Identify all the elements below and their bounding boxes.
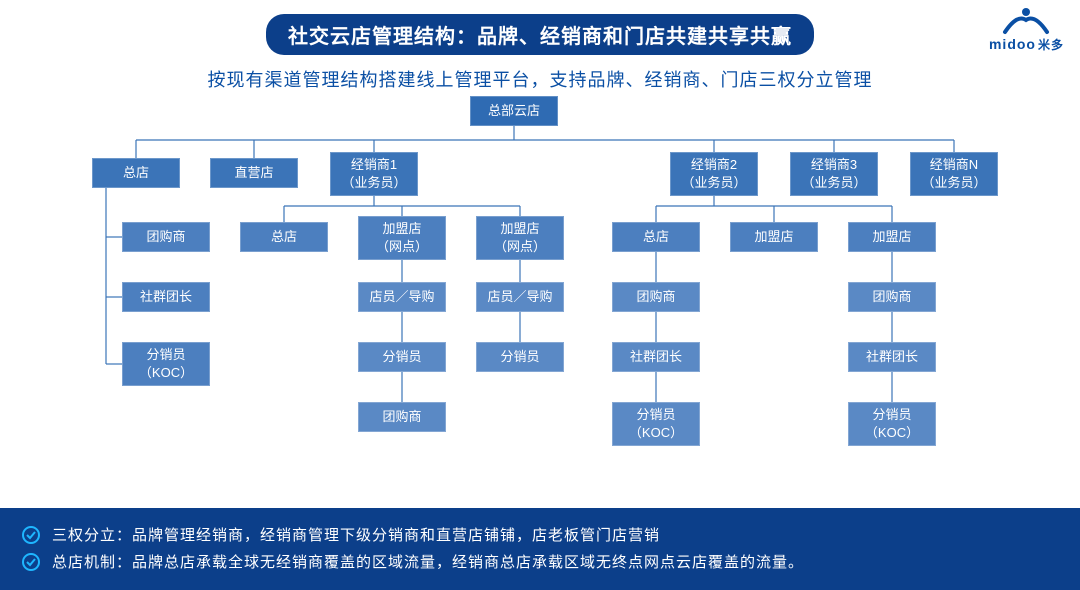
- org-node: 团购商: [358, 402, 446, 432]
- org-node: 经销商2（业务员）: [670, 152, 758, 196]
- org-node: 加盟店（网点）: [476, 216, 564, 260]
- org-node: 分销员（KOC）: [612, 402, 700, 446]
- logo-text-zh: 米多: [1038, 38, 1064, 52]
- org-node: 社群团长: [848, 342, 936, 372]
- org-node: 加盟店: [730, 222, 818, 252]
- org-node: 加盟店（网点）: [358, 216, 446, 260]
- footer-line-1: 三权分立：品牌管理经销商，经销商管理下级分销商和直营店铺铺，店老板管门店营销: [22, 524, 1058, 545]
- org-node: 团购商: [122, 222, 210, 252]
- page-subtitle: 按现有渠道管理结构搭建线上管理平台，支持品牌、经销商、门店三权分立管理: [208, 66, 873, 92]
- brand-logo: midoo米多: [989, 6, 1064, 53]
- check-icon: [22, 526, 40, 544]
- org-node: 社群团长: [122, 282, 210, 312]
- check-icon: [22, 553, 40, 571]
- footer-text-1: 三权分立：品牌管理经销商，经销商管理下级分销商和直营店铺铺，店老板管门店营销: [52, 524, 660, 545]
- org-node: 团购商: [612, 282, 700, 312]
- org-node: 直营店: [210, 158, 298, 188]
- org-chart: 总部云店总店直营店经销商1（业务员）经销商2（业务员）经销商3（业务员）经销商N…: [0, 96, 1080, 476]
- org-node: 分销员（KOC）: [122, 342, 210, 386]
- footer-line-2: 总店机制：品牌总店承载全球无经销商覆盖的区域流量，经销商总店承载区域无终点网点云…: [22, 551, 1058, 572]
- org-node: 分销员（KOC）: [848, 402, 936, 446]
- org-node: 经销商1（业务员）: [330, 152, 418, 196]
- footer-text-2: 总店机制：品牌总店承载全球无经销商覆盖的区域流量，经销商总店承载区域无终点网点云…: [52, 551, 804, 572]
- org-node: 店员／导购: [476, 282, 564, 312]
- org-node: 经销商N（业务员）: [910, 152, 998, 196]
- org-node: 经销商3（业务员）: [790, 152, 878, 196]
- org-node: 分销员: [358, 342, 446, 372]
- org-node: 店员／导购: [358, 282, 446, 312]
- org-node: 总部云店: [470, 96, 558, 126]
- org-node: 总店: [612, 222, 700, 252]
- logo-text-en: midoo: [989, 36, 1036, 52]
- org-node: 总店: [92, 158, 180, 188]
- footer-bar: 三权分立：品牌管理经销商，经销商管理下级分销商和直营店铺铺，店老板管门店营销 总…: [0, 508, 1080, 590]
- org-node: 总店: [240, 222, 328, 252]
- org-node: 加盟店: [848, 222, 936, 252]
- page-title: 社交云店管理结构：品牌、经销商和门店共建共享共赢: [266, 14, 814, 55]
- org-node: 团购商: [848, 282, 936, 312]
- org-node: 分销员: [476, 342, 564, 372]
- org-node: 社群团长: [612, 342, 700, 372]
